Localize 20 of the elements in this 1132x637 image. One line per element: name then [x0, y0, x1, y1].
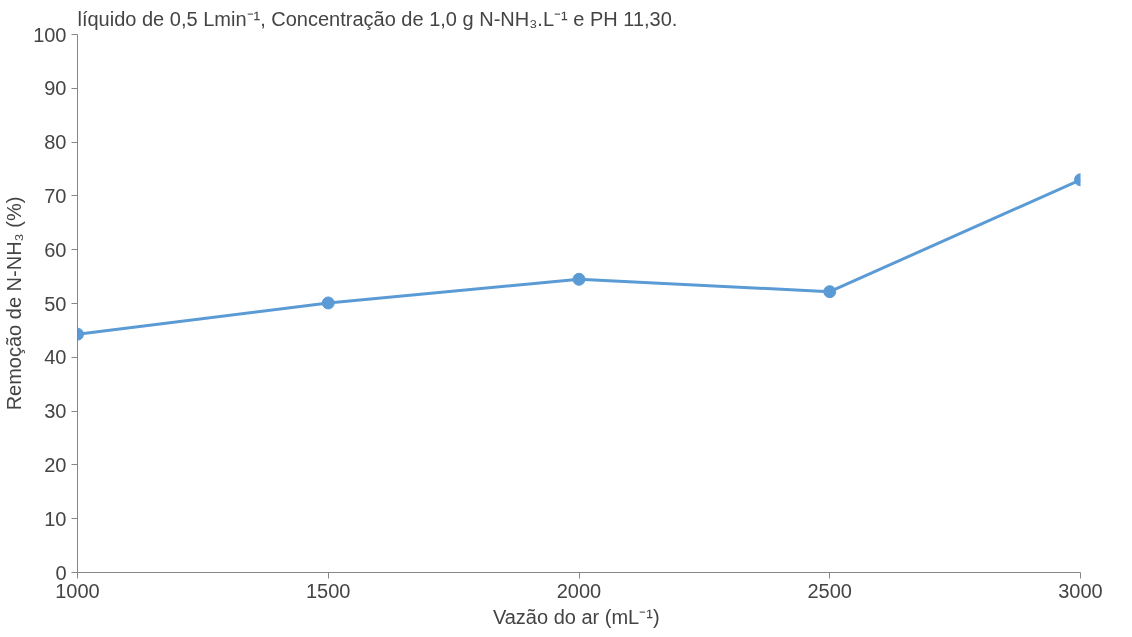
y-tick-label: 90 — [44, 77, 67, 100]
y-tick-label: 70 — [44, 184, 67, 207]
x-axis-title: Vazão do ar (mL⁻¹) — [492, 605, 660, 628]
y-tick-label: 60 — [44, 238, 67, 261]
point — [572, 272, 586, 286]
y-tick-label: 50 — [44, 292, 67, 315]
point — [321, 296, 335, 310]
y-tick-label: 80 — [44, 131, 67, 154]
chart-title: líquido de 0,5 Lmin⁻¹, Concentração de 1,0 g N-NH₃.L⁻¹ e PH 11,30. — [77, 7, 678, 30]
y-tick-label: 40 — [44, 346, 67, 369]
x-tick-label: 2000 — [556, 579, 602, 602]
y-tick-label: 100 — [33, 23, 67, 46]
x-tick-label: 3000 — [1058, 579, 1103, 602]
y-axis-title: Remoção de N-NH₃ (%) — [3, 196, 26, 411]
y-tick-label: 30 — [44, 400, 67, 423]
y-tick-label: 20 — [44, 453, 67, 476]
x-tick-label: 2500 — [807, 579, 852, 602]
point — [823, 285, 837, 299]
x-tick-label: 1500 — [306, 579, 351, 602]
y-tick-label: 10 — [44, 507, 67, 530]
